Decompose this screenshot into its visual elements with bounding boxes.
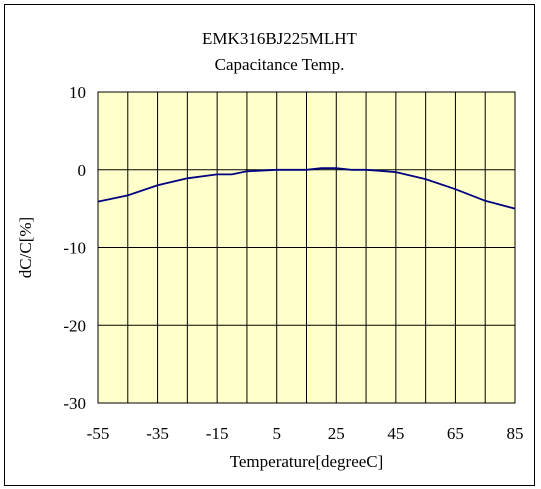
y-axis-label: dC/C[%] [16, 217, 35, 278]
y-tick-label: -10 [63, 239, 86, 258]
chart-title: EMK316BJ225MLHT [202, 29, 357, 48]
x-tick-label: -35 [146, 424, 169, 443]
x-tick-label: -55 [87, 424, 110, 443]
y-tick-labels: 10 0 -10 -20 -30 [63, 83, 86, 413]
x-axis-label: Temperature[degreeC] [230, 452, 384, 471]
y-tick-label: -20 [63, 316, 86, 335]
chart-subtitle: Capacitance Temp. [214, 55, 345, 74]
y-tick-label: 0 [78, 161, 87, 180]
y-tick-label: -30 [63, 394, 86, 413]
x-tick-label: 45 [387, 424, 404, 443]
line-chart: 10 0 -10 -20 -30 -55 -35 -15 5 25 45 65 85 Temperat… [16, 83, 524, 471]
chart-frame: EMK316BJ225MLHT Capacitance Temp. 10 0 -10… [4, 4, 535, 486]
x-tick-label: 25 [328, 424, 345, 443]
y-tick-label: 10 [69, 83, 86, 102]
x-tick-label: -15 [206, 424, 229, 443]
x-tick-label: 65 [447, 424, 464, 443]
x-tick-label: 5 [272, 424, 281, 443]
x-tick-labels: -55 -35 -15 5 25 45 65 85 [87, 424, 524, 443]
series-layer [97, 167, 516, 210]
series-line [97, 167, 516, 210]
x-tick-label: 85 [507, 424, 524, 443]
plot-border [97, 91, 516, 404]
